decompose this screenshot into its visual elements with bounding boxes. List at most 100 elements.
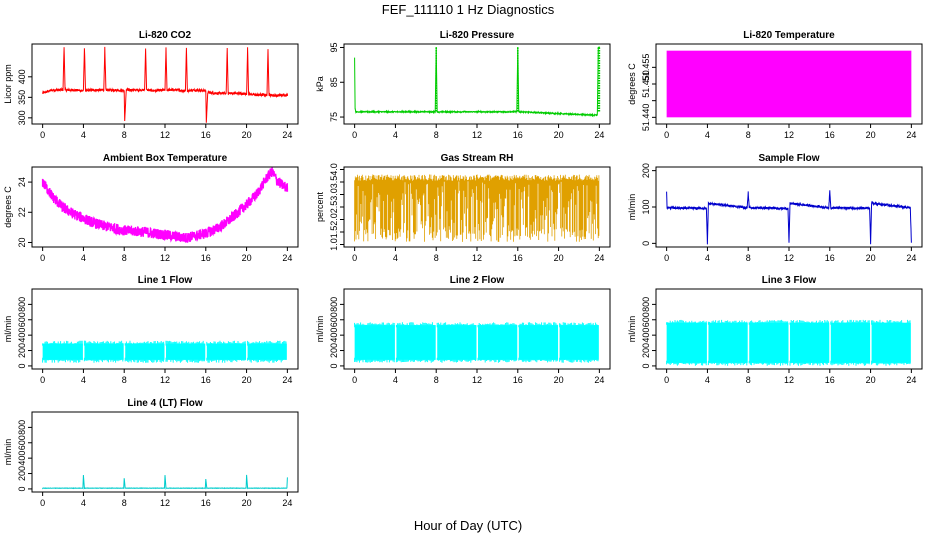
x-tick-label: 24: [594, 375, 604, 385]
panel-3: Li-820 Temperature 0 4 8 12 16 20 24 51.440 51.45…: [627, 30, 923, 140]
x-tick-label: 12: [784, 130, 794, 140]
x-tick-label: 0: [664, 253, 669, 263]
x-tick-label: 16: [513, 375, 523, 385]
x-tick-label: 12: [160, 498, 170, 508]
x-tick-label: 20: [242, 253, 252, 263]
x-tick-label: 20: [242, 498, 252, 508]
series-7: [42, 340, 287, 363]
x-tick-label: 4: [705, 375, 710, 385]
x-tick-label: 12: [472, 375, 482, 385]
panel-title: Ambient Box Temperature: [103, 153, 228, 164]
x-tick-label: 8: [122, 253, 127, 263]
panel-title: Line 2 Flow: [450, 275, 505, 286]
x-tick-label: 20: [866, 253, 876, 263]
panel-title: Li-820 Pressure: [440, 30, 515, 41]
y-axis-label: kPa: [315, 76, 325, 92]
flow-band: [790, 322, 830, 363]
flow-band: [42, 343, 83, 360]
series-5: [354, 174, 600, 242]
x-tick-label: 12: [472, 130, 482, 140]
x-tick-label: 24: [594, 253, 604, 263]
series-10: [42, 474, 288, 490]
flow-edge: [124, 340, 165, 363]
y-tick-label: 600: [17, 312, 27, 327]
series-4: [41, 167, 289, 244]
y-tick-label: 800: [17, 420, 27, 435]
y-tick-label: 95: [329, 42, 339, 52]
y-tick-label: 200: [641, 343, 651, 358]
x-tick-label: 20: [866, 130, 876, 140]
y-tick-label: 400: [17, 328, 27, 343]
x-tick-label: 0: [352, 375, 357, 385]
flow-edge: [165, 340, 205, 363]
panel-6: Sample Flow 0 4 8 12 16 20 24 0 100 200 ml/min: [627, 153, 923, 263]
y-axis-label: ml/min: [3, 316, 13, 343]
x-tick-label: 12: [784, 253, 794, 263]
x-tick-label: 24: [906, 130, 916, 140]
flow-edge: [83, 340, 124, 363]
x-tick-label: 8: [122, 130, 127, 140]
series-2: [354, 46, 601, 118]
y-tick-label: 85: [329, 77, 339, 87]
x-tick-label: 4: [705, 253, 710, 263]
y-tick-label: 600: [641, 312, 651, 327]
y-axis-label: degrees C: [627, 63, 637, 105]
x-axis-title: Hour of Day (UTC): [413, 518, 523, 533]
x-tick-label: 4: [705, 130, 710, 140]
y-tick-label: 0: [329, 363, 339, 368]
flow-band: [478, 325, 518, 360]
y-tick-label: 200: [641, 163, 651, 178]
x-tick-label: 16: [201, 498, 211, 508]
flow-band: [396, 325, 436, 360]
x-tick-label: 4: [393, 375, 398, 385]
x-tick-label: 8: [746, 130, 751, 140]
y-axis-label: ml/min: [627, 316, 637, 343]
flow-band: [437, 325, 477, 360]
series-1: [42, 46, 288, 123]
y-tick-label: 24: [17, 177, 27, 187]
panel-title: Sample Flow: [758, 153, 819, 164]
y-tick-label: 2.0: [329, 213, 339, 226]
y-tick-label: 51.455: [641, 54, 651, 82]
y-tick-label: 51.450: [641, 70, 651, 98]
x-tick-label: 16: [825, 375, 835, 385]
x-tick-label: 16: [201, 375, 211, 385]
x-tick-label: 4: [81, 375, 86, 385]
x-tick-label: 20: [242, 130, 252, 140]
flow-band: [354, 325, 395, 360]
flow-edge: [830, 319, 870, 366]
panel-1: Li-820 CO2 0 4 8 12 16 20 24 300 350 400 Licor ppm: [3, 30, 299, 140]
y-tick-label: 300: [17, 110, 27, 125]
flow-band: [666, 322, 707, 363]
x-tick-label: 0: [40, 130, 45, 140]
series-line: [666, 190, 912, 245]
flow-edge: [789, 320, 829, 366]
flow-band: [708, 322, 748, 363]
flow-edge: [559, 322, 599, 363]
y-axis-label: ml/min: [627, 194, 637, 221]
x-tick-label: 20: [554, 130, 564, 140]
x-tick-label: 24: [282, 375, 292, 385]
y-tick-label: 3.5: [329, 176, 339, 189]
y-tick-label: 4.0: [329, 163, 339, 176]
series-line: [42, 474, 288, 490]
y-tick-label: 600: [17, 435, 27, 450]
x-tick-label: 4: [81, 130, 86, 140]
series-line: [354, 46, 600, 118]
flow-band: [830, 322, 871, 363]
temperature-band: [666, 50, 912, 118]
x-tick-label: 20: [554, 253, 564, 263]
x-tick-label: 24: [282, 253, 292, 263]
x-tick-label: 24: [906, 375, 916, 385]
series-3: [666, 50, 912, 118]
panel-10: Line 4 (LT) Flow 0 4 8 12 16 20 24 0 200400600800…: [3, 398, 299, 508]
series-line: [41, 167, 289, 244]
flow-edge: [42, 340, 83, 363]
y-tick-label: 600: [329, 312, 339, 327]
x-tick-label: 24: [594, 130, 604, 140]
x-tick-label: 8: [122, 498, 127, 508]
flow-edge: [354, 322, 395, 363]
flow-edge: [206, 340, 246, 363]
